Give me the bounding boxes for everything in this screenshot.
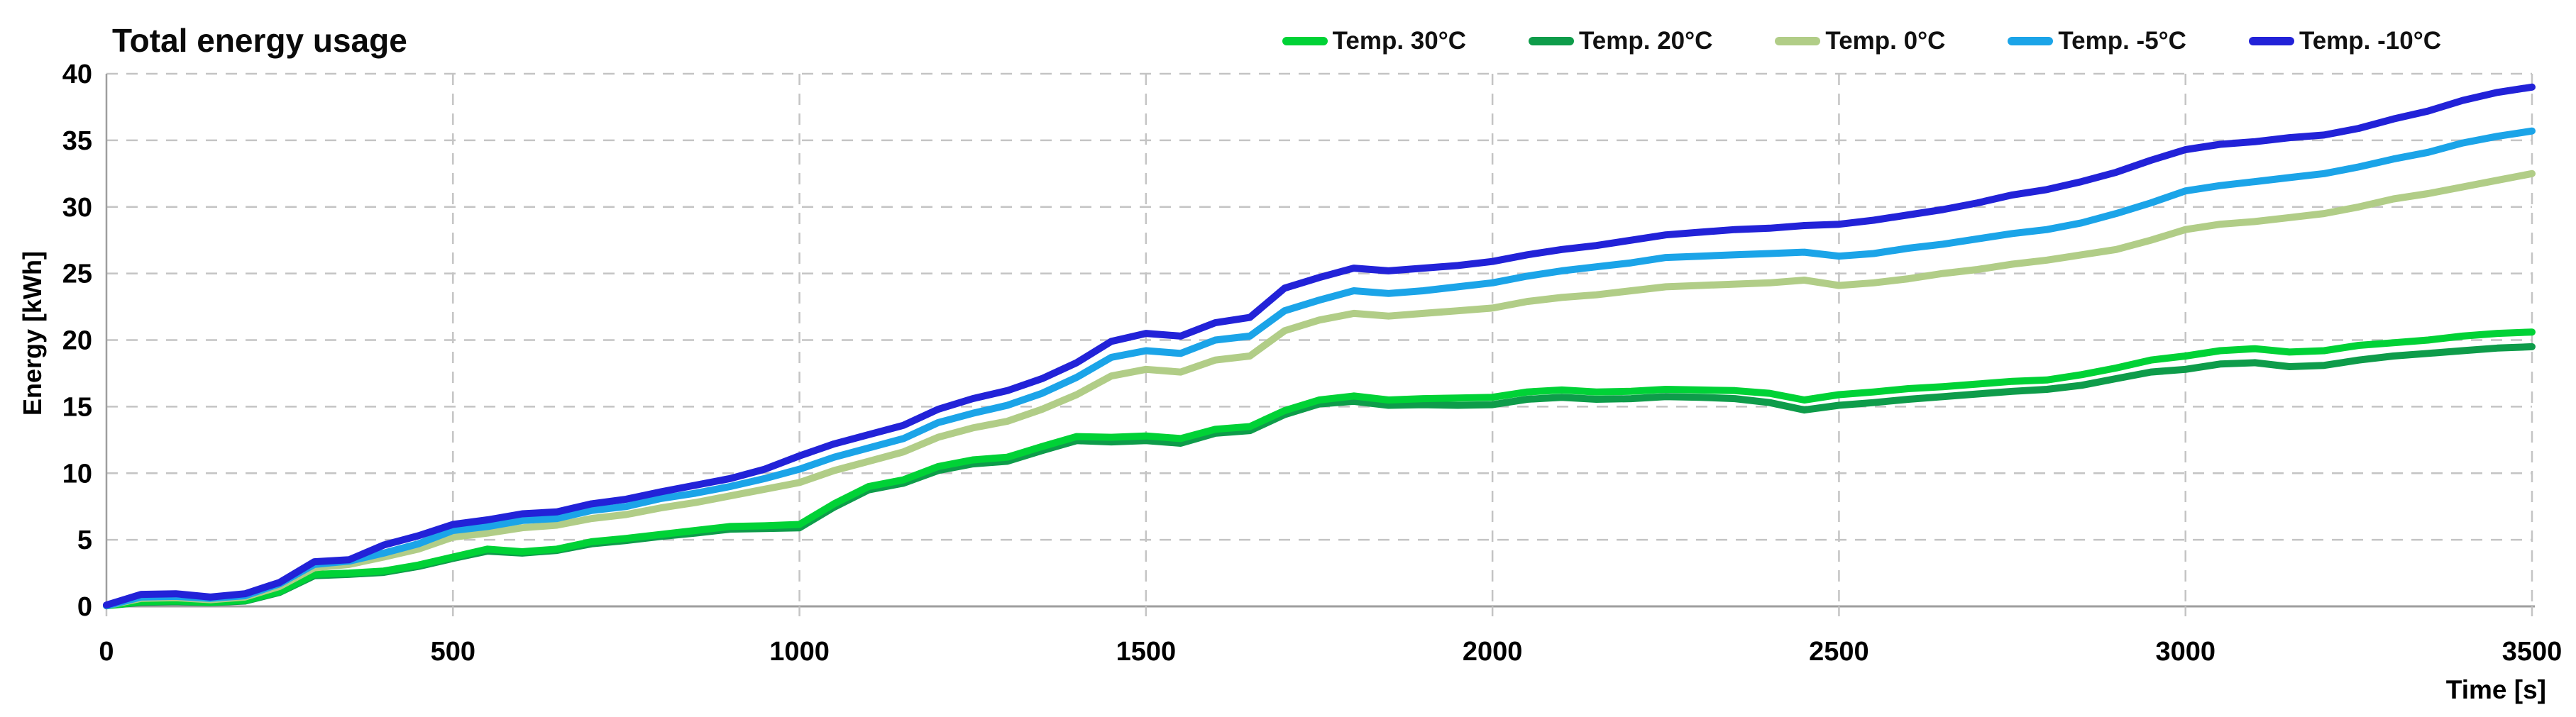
y-tick-label: 30	[62, 193, 92, 223]
legend: Temp. 30°C Temp. 20°C Temp. 0°C Temp. -5°C T…	[1282, 27, 2441, 55]
legend-label: Temp. 0°C	[1825, 27, 1946, 55]
series-line-temp-30-c	[103, 328, 2536, 610]
y-tick-label: 5	[77, 526, 92, 555]
series-line-temp-10-c	[103, 83, 2536, 609]
legend-item: Temp. -5°C	[2008, 27, 2186, 55]
y-axis-title: Energy [kWh]	[18, 250, 47, 416]
x-tick-label: 2000	[1463, 637, 1523, 667]
x-tick-label: 500	[431, 637, 475, 667]
x-tick-label: 0	[99, 637, 114, 667]
y-tick-label: 25	[62, 260, 92, 289]
chart-title: Total energy usage	[112, 22, 407, 59]
series-line-temp-0-c	[103, 169, 2536, 610]
x-tick-label: 1000	[769, 637, 830, 667]
x-axis-title: Time [s]	[2445, 675, 2546, 704]
legend-label: Temp. 20°C	[1579, 27, 1713, 55]
series-line-temp-20-c	[103, 343, 2536, 610]
legend-swatch-icon	[2248, 37, 2294, 45]
y-tick-label: 15	[62, 392, 92, 422]
y-tick-label: 40	[62, 60, 92, 89]
legend-label: Temp. -10°C	[2299, 27, 2441, 55]
legend-label: Temp. -5°C	[2058, 27, 2186, 55]
legend-item: Temp. 30°C	[1282, 27, 1466, 55]
legend-swatch-icon	[1282, 37, 1328, 45]
x-tick-label: 3000	[2155, 637, 2216, 667]
legend-swatch-icon	[1529, 37, 1574, 45]
y-tick-label: 10	[62, 459, 92, 489]
legend-item: Temp. -10°C	[2248, 27, 2441, 55]
legend-label: Temp. 30°C	[1332, 27, 1466, 55]
legend-item: Temp. 20°C	[1529, 27, 1712, 55]
y-tick-label: 35	[62, 126, 92, 156]
x-tick-label: 3500	[2502, 637, 2563, 667]
y-tick-label: 20	[62, 326, 92, 356]
x-tick-label: 2500	[1809, 637, 1869, 667]
y-tick-label: 0	[77, 592, 92, 622]
legend-swatch-icon	[2008, 37, 2054, 45]
legend-item: Temp. 0°C	[1775, 27, 1945, 55]
series-line-temp-5-c	[103, 127, 2536, 610]
legend-swatch-icon	[1775, 37, 1821, 45]
x-tick-label: 1500	[1116, 637, 1177, 667]
